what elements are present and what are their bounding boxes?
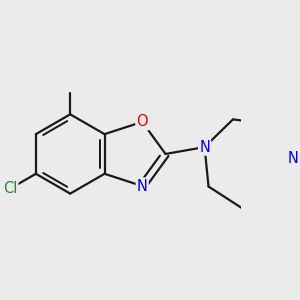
Text: N: N [199, 140, 210, 154]
Text: N: N [287, 151, 298, 166]
Text: N: N [137, 178, 148, 194]
Text: O: O [136, 114, 148, 129]
Text: Cl: Cl [3, 181, 17, 196]
